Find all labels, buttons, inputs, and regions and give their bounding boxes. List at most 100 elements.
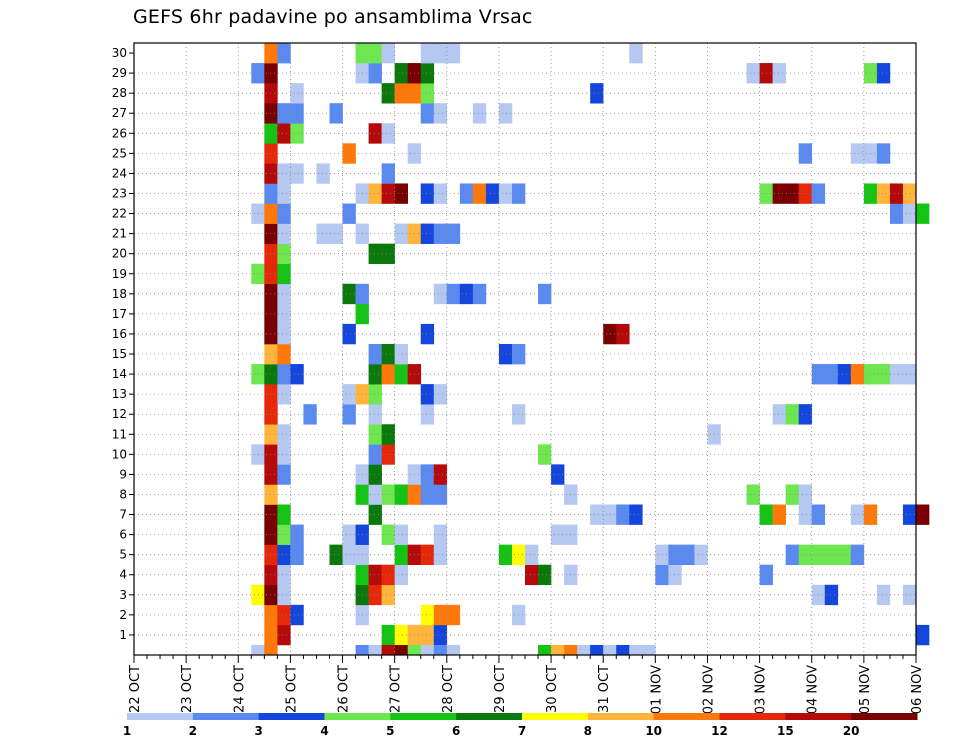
x-tick-label: 22 OCT: [128, 665, 143, 713]
heatmap-cell: [798, 504, 813, 525]
heatmap-cell: [420, 644, 435, 656]
heatmap-cell: [277, 584, 291, 606]
colorbar-swatch: [785, 713, 852, 720]
heatmap-cell: [668, 544, 682, 566]
heatmap-cell: [394, 83, 408, 104]
heatmap-cell: [772, 404, 786, 425]
x-tick-label: 04 NOV: [806, 665, 821, 714]
heatmap-cell: [902, 203, 917, 224]
heatmap-cell: [394, 223, 408, 244]
y-tick-label: 2: [119, 608, 127, 622]
heatmap-cell: [433, 384, 448, 405]
heatmap-cell: [629, 43, 643, 64]
colorbar-label: 20: [843, 724, 860, 738]
heatmap-cell: [590, 504, 604, 525]
heatmap-cell: [433, 644, 448, 656]
colorbar-label: 4: [320, 724, 328, 738]
heatmap-cell: [420, 464, 435, 485]
heatmap-cell: [433, 103, 448, 124]
heatmap-cell: [850, 364, 865, 385]
heatmap-cell: [902, 504, 917, 525]
heatmap-cell: [381, 123, 395, 144]
heatmap-cell: [642, 644, 656, 656]
heatmap-cell: [538, 644, 552, 656]
heatmap-cell: [277, 203, 291, 224]
heatmap-cell: [850, 544, 865, 566]
colorbar-swatch: [653, 713, 720, 720]
heatmap-cell: [329, 544, 343, 566]
heatmap-cell: [876, 183, 891, 204]
y-tick-label: 3: [119, 588, 127, 602]
heatmap-cell: [472, 183, 487, 204]
heatmap-cell: [368, 63, 382, 84]
heatmap-cell: [368, 43, 382, 64]
heatmap-cell: [277, 263, 291, 285]
x-tick-label: 30 OCT: [545, 665, 560, 713]
heatmap-cell: [394, 183, 408, 204]
heatmap-cell: [368, 384, 382, 405]
heatmap-cell: [381, 163, 395, 184]
colorbar-swatch: [390, 713, 457, 720]
heatmap-cell: [394, 343, 408, 365]
y-tick-label: 12: [112, 407, 127, 421]
heatmap-cell: [902, 183, 917, 204]
colorbar-label: 3: [254, 724, 262, 738]
y-tick-label: 14: [112, 367, 127, 381]
heatmap-cell: [329, 223, 343, 244]
heatmap-cell: [433, 223, 448, 244]
y-tick-label: 16: [112, 327, 127, 341]
heatmap-cell: [446, 43, 461, 64]
heatmap-cell: [876, 584, 891, 606]
y-tick-label: 23: [112, 186, 127, 200]
heatmap-cell: [368, 484, 382, 505]
heatmap-cell: [277, 243, 291, 265]
heatmap-cell: [381, 564, 395, 586]
heatmap-cell: [381, 183, 395, 204]
heatmap-cell: [355, 644, 369, 656]
heatmap-cell: [629, 504, 643, 525]
chart-title: GEFS 6hr padavine po ansamblima Vrsac: [133, 6, 533, 28]
heatmap-cell: [420, 103, 435, 124]
heatmap-cell: [850, 504, 865, 525]
heatmap-cell: [290, 364, 304, 385]
heatmap-cell: [368, 584, 382, 606]
heatmap-cell: [251, 584, 265, 606]
y-tick-label: 18: [112, 287, 127, 301]
x-tick-label: 24 OCT: [232, 665, 247, 713]
heatmap-cell: [420, 384, 435, 405]
heatmap-cell: [394, 524, 408, 545]
heatmap-cell: [876, 63, 891, 84]
colorbar-swatch: [522, 713, 589, 720]
heatmap-cell: [420, 544, 435, 566]
heatmap-cell: [798, 404, 813, 425]
colorbar-swatch: [127, 713, 194, 720]
heatmap-cell: [277, 343, 291, 365]
heatmap-cell: [916, 203, 930, 224]
heatmap-cell: [785, 404, 799, 425]
heatmap-cell: [277, 504, 291, 525]
heatmap-cell: [381, 584, 395, 606]
heatmap-cell: [381, 424, 395, 445]
y-tick-label: 5: [119, 548, 127, 562]
heatmap-cell: [420, 223, 435, 244]
heatmap-cell: [772, 183, 786, 204]
heatmap-cell: [498, 343, 513, 365]
heatmap-cell: [824, 584, 839, 606]
y-tick-label: 8: [119, 487, 127, 501]
heatmap-cell: [446, 223, 461, 244]
heatmap-cell: [876, 143, 891, 164]
heatmap-cell: [251, 203, 265, 224]
heatmap-cell: [251, 364, 265, 385]
heatmap-cell: [290, 604, 304, 626]
heatmap-cell: [798, 484, 813, 505]
heatmap-cell: [446, 604, 461, 626]
heatmap-cell: [394, 644, 408, 656]
colorbar-label: 2: [189, 724, 197, 738]
colorbar-swatch: [324, 713, 391, 720]
heatmap-cell: [446, 644, 461, 656]
colorbar-label: 5: [386, 724, 394, 738]
heatmap-cell: [277, 183, 291, 204]
heatmap-cell: [772, 504, 786, 525]
y-tick-label: 30: [112, 46, 127, 60]
heatmap-cell: [368, 183, 382, 204]
